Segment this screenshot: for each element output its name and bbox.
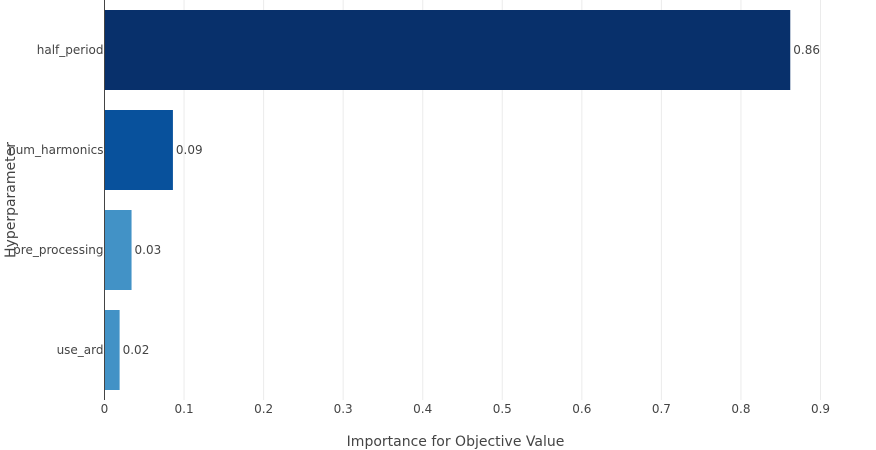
x-tick-label-5: 0.5 bbox=[493, 402, 512, 416]
x-tick-label-4: 0.4 bbox=[413, 402, 432, 416]
bars bbox=[104, 10, 791, 390]
x-tick-label-6: 0.6 bbox=[572, 402, 591, 416]
bar-pre_processing bbox=[104, 210, 132, 290]
bar-half_period bbox=[104, 10, 791, 90]
bar-num_harmonics bbox=[104, 110, 173, 190]
x-tick-label-0: 0 bbox=[101, 402, 109, 416]
category-label-num_harmonics: num_harmonics bbox=[8, 143, 103, 157]
x-axis-title: Importance for Objective Value bbox=[347, 434, 565, 450]
bar-use_ard bbox=[104, 310, 120, 390]
data-label-use_ard: 0.02 bbox=[123, 343, 150, 357]
x-axis-ticks: 0 0.1 0.2 0.3 0.4 0.5 0.6 0.7 0.8 0.9 bbox=[101, 402, 830, 416]
data-label-pre_processing: 0.03 bbox=[135, 243, 162, 257]
x-tick-label-2: 0.2 bbox=[254, 402, 273, 416]
category-label-pre_processing: pre_processing bbox=[13, 243, 103, 257]
data-label-num_harmonics: 0.09 bbox=[176, 143, 203, 157]
labels: half_period 0.86 num_harmonics 0.09 pre_proc… bbox=[8, 43, 820, 357]
data-label-half_period: 0.86 bbox=[793, 43, 820, 57]
y-axis-title: Hyperparameter bbox=[3, 142, 19, 258]
x-tick-label-1: 0.1 bbox=[175, 402, 194, 416]
category-label-half_period: half_period bbox=[37, 43, 104, 57]
x-tick-label-7: 0.7 bbox=[652, 402, 671, 416]
x-tick-label-3: 0.3 bbox=[334, 402, 353, 416]
x-tick-label-9: 0.9 bbox=[811, 402, 830, 416]
x-tick-label-8: 0.8 bbox=[731, 402, 750, 416]
category-label-use_ard: use_ard bbox=[57, 343, 104, 357]
